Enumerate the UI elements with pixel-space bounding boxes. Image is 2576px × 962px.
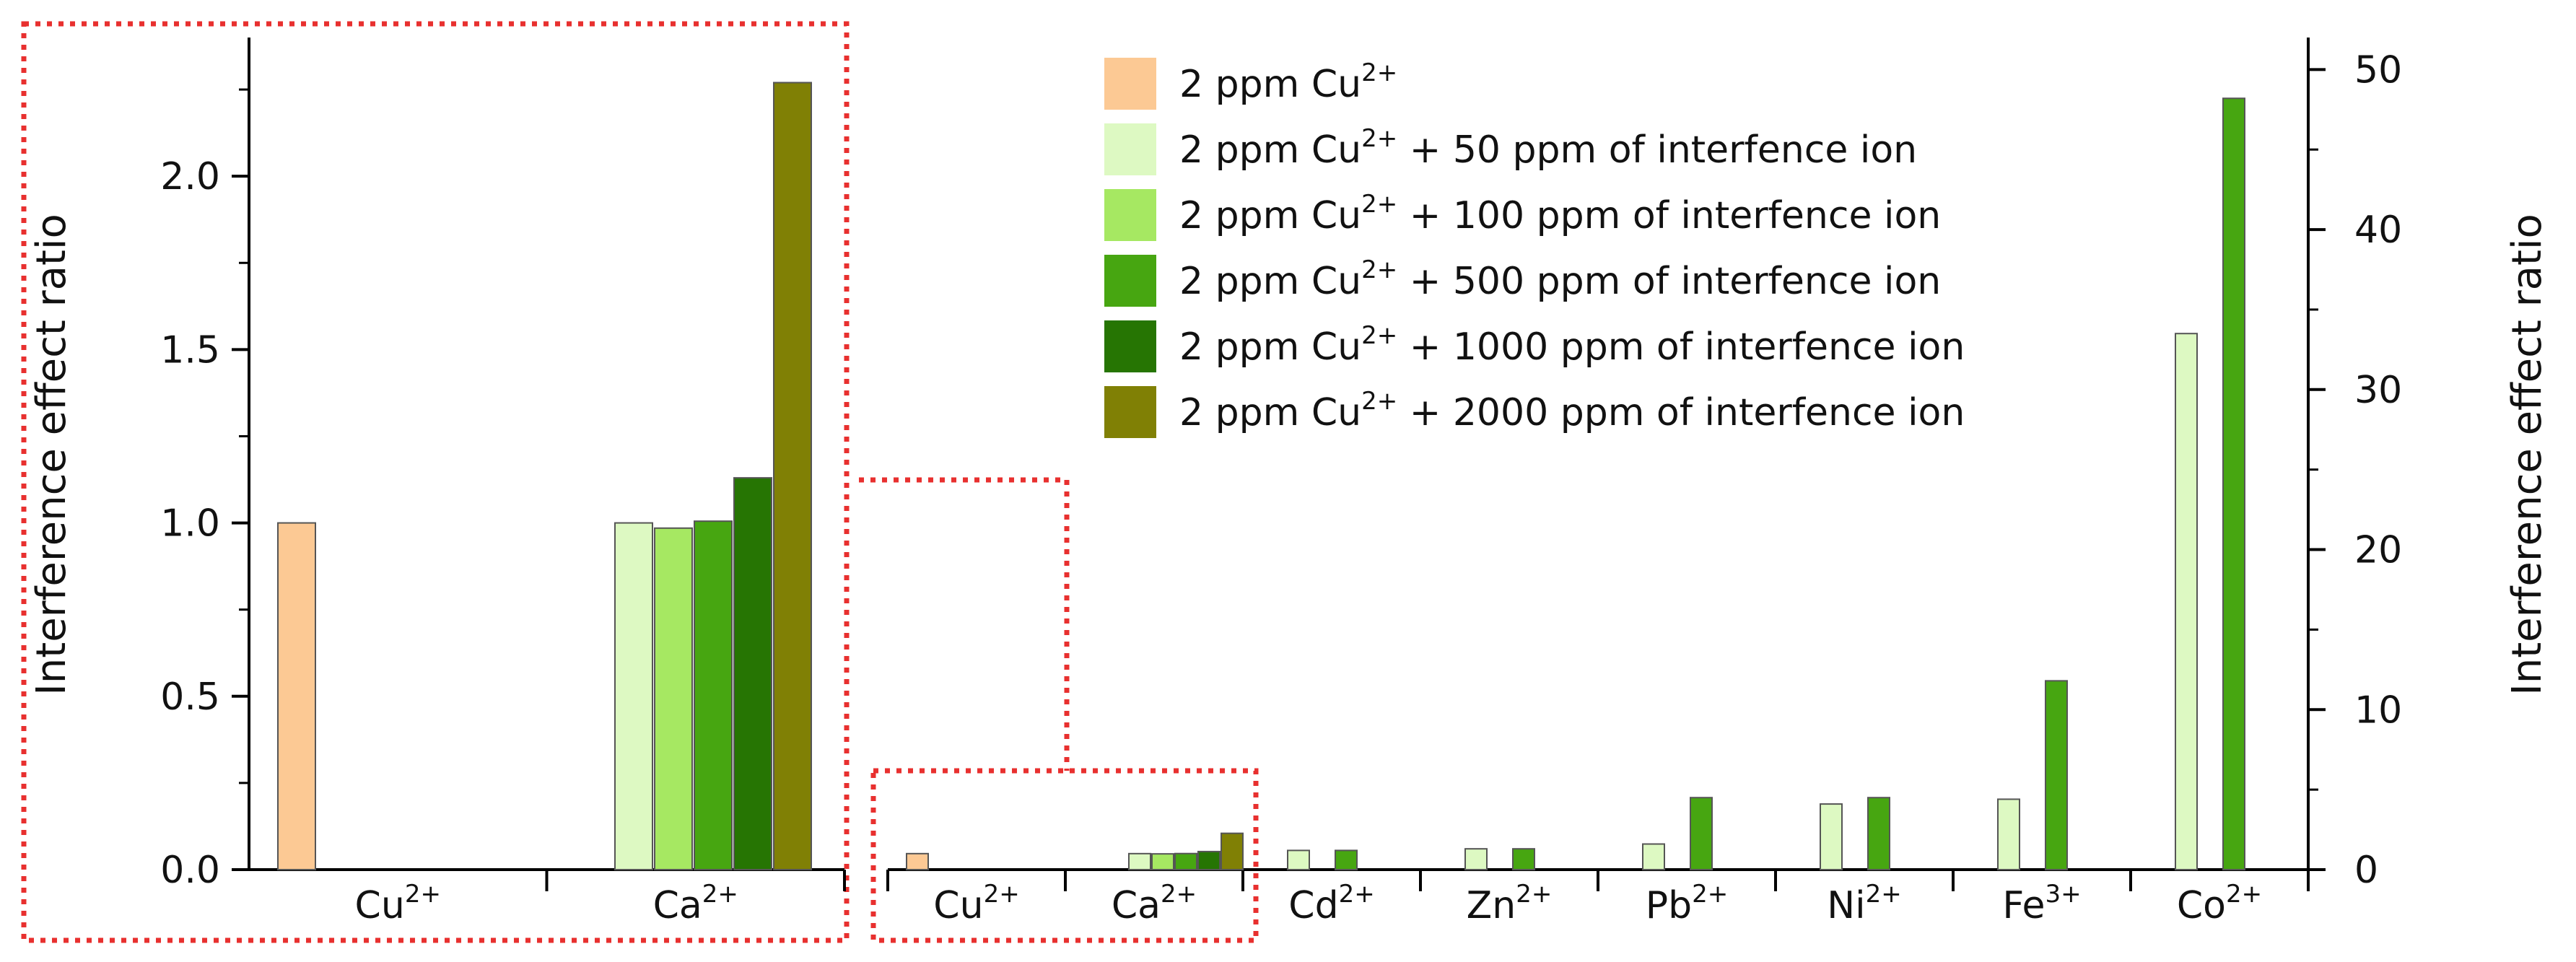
left-bar bbox=[694, 520, 733, 871]
legend: 2 ppm Cu2+ 2 ppm Cu2+ + 50 ppm of interfe… bbox=[1104, 58, 1965, 438]
right-x-tick-label: Co2+ bbox=[2177, 880, 2262, 927]
highlight-boxes bbox=[21, 21, 1259, 943]
right-bar bbox=[1512, 848, 1535, 871]
right-y-tick-label: 40 bbox=[2354, 209, 2402, 252]
right-x-tick-label: Cu2+ bbox=[933, 880, 1019, 927]
right-bar bbox=[906, 852, 929, 870]
right-bar bbox=[1642, 843, 1665, 870]
left-y-tick-label: 1.5 bbox=[160, 328, 220, 372]
right-y-tick-label: 10 bbox=[2354, 688, 2402, 732]
legend-swatch bbox=[1104, 320, 1156, 372]
left-bar bbox=[733, 477, 772, 870]
right-bar bbox=[1221, 832, 1244, 870]
right-bar bbox=[2175, 333, 2198, 871]
right-y-axis-title: Interference effect ratio bbox=[2504, 214, 2551, 696]
left-y-tick-label: 0.5 bbox=[160, 675, 220, 719]
left-bar bbox=[277, 522, 316, 870]
left-x-tick-label: Ca2+ bbox=[653, 880, 738, 927]
left-x-tick-label: Cu2+ bbox=[355, 880, 441, 927]
right-bar bbox=[1287, 849, 1310, 871]
legend-label: 2 ppm Cu2+ + 2000 ppm of interfence ion bbox=[1179, 387, 1965, 434]
right-x-tick-label: Ni2+ bbox=[1827, 880, 1901, 927]
right-bar bbox=[1820, 803, 1843, 870]
highlight-connector bbox=[859, 477, 1070, 771]
right-bar bbox=[1335, 849, 1358, 871]
right-bar bbox=[1464, 848, 1488, 871]
legend-swatch bbox=[1104, 189, 1156, 241]
right-y-tick-label: 0 bbox=[2354, 849, 2378, 892]
right-bar bbox=[1690, 797, 1713, 871]
right-bar bbox=[2222, 97, 2245, 870]
left-bar bbox=[654, 527, 693, 871]
left-y-tick-label: 0.0 bbox=[160, 849, 220, 892]
legend-label: 2 ppm Cu2+ bbox=[1179, 58, 1397, 106]
right-x-tick-label: Pb2+ bbox=[1646, 880, 1729, 927]
right-x-tick-label: Cd2+ bbox=[1288, 880, 1374, 927]
right-bar bbox=[1174, 852, 1197, 871]
legend-label: 2 ppm Cu2+ + 100 ppm of interfence ion bbox=[1179, 190, 1941, 237]
right-x-tick-label: Zn2+ bbox=[1467, 880, 1553, 927]
right-bar bbox=[1867, 797, 1890, 871]
right-panel: 0 10 20 30 40 50 Interference effect ratio Cu2+… bbox=[886, 38, 2551, 927]
legend-label: 2 ppm Cu2+ + 50 ppm of interfence ion bbox=[1179, 124, 1917, 172]
right-bar bbox=[1997, 798, 2020, 871]
right-x-tick-label: Ca2+ bbox=[1112, 880, 1197, 927]
legend-label: 2 ppm Cu2+ + 1000 ppm of interfence ion bbox=[1179, 321, 1965, 369]
left-bar bbox=[614, 522, 653, 870]
right-bar bbox=[1128, 852, 1151, 870]
right-y-tick-label: 50 bbox=[2354, 48, 2402, 92]
legend-label: 2 ppm Cu2+ + 500 ppm of interfence ion bbox=[1179, 255, 1941, 303]
right-bar bbox=[2045, 680, 2068, 870]
right-x-tick-label: Fe3+ bbox=[2002, 880, 2081, 927]
right-bar bbox=[1151, 853, 1174, 871]
left-y-tick-label: 2.0 bbox=[160, 155, 220, 198]
highlight-box-left bbox=[21, 21, 850, 943]
highlight-box-zoom bbox=[870, 768, 1259, 943]
left-bar bbox=[773, 82, 812, 870]
legend-swatch bbox=[1104, 255, 1156, 307]
legend-swatch bbox=[1104, 123, 1156, 175]
right-bar bbox=[1197, 850, 1221, 871]
left-y-tick-label: 1.0 bbox=[160, 502, 220, 546]
legend-swatch bbox=[1104, 386, 1156, 438]
right-y-tick-label: 30 bbox=[2354, 369, 2402, 412]
left-panel: 0.0 0.5 1.0 1.5 2.0 Interference effect ratio… bbox=[28, 38, 846, 927]
right-y-tick-label: 20 bbox=[2354, 529, 2402, 572]
legend-swatch bbox=[1104, 58, 1156, 110]
left-y-axis-title: Interference effect ratio bbox=[28, 214, 75, 696]
